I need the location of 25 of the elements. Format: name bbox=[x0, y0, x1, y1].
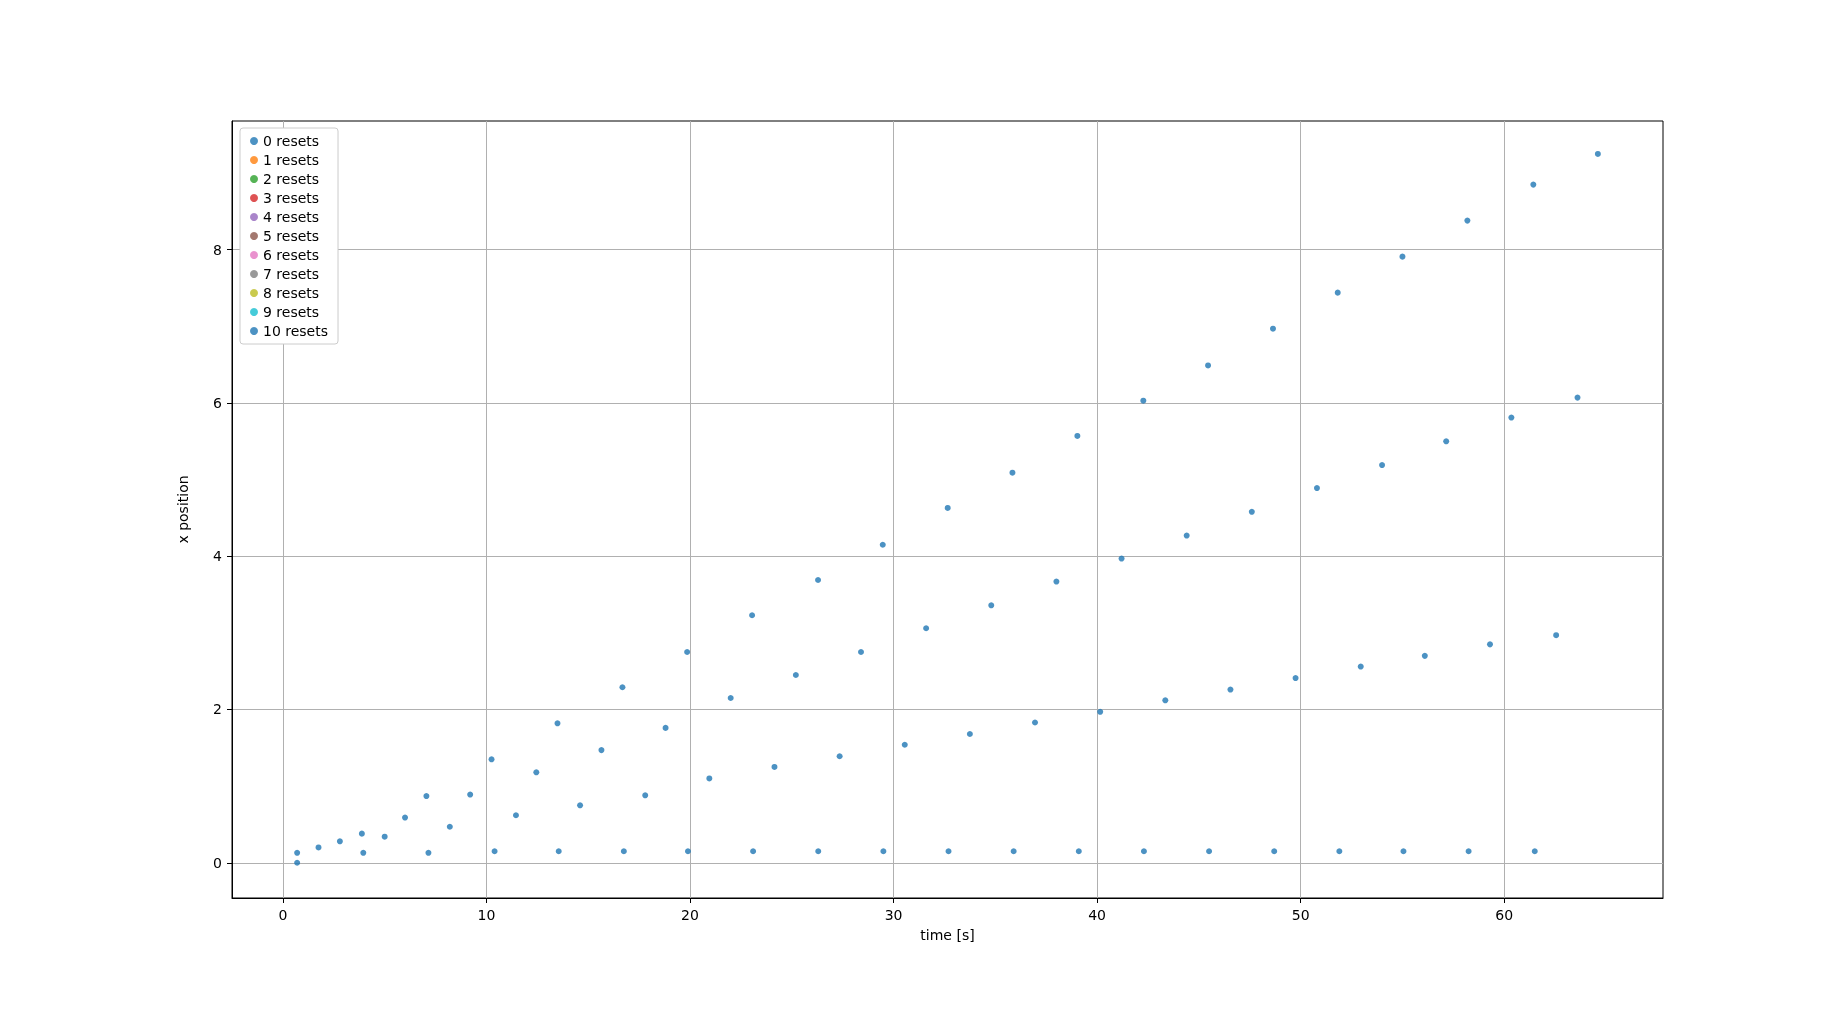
x-tick-label: 10 bbox=[477, 907, 496, 923]
legend-label: 9 resets bbox=[263, 304, 320, 320]
x-axis-title: time [s] bbox=[920, 927, 975, 943]
x-tick-label: 50 bbox=[1291, 907, 1310, 923]
legend-label: 0 resets bbox=[263, 133, 320, 149]
y-tick-label: 2 bbox=[213, 701, 222, 718]
x-tick-label: 60 bbox=[1495, 907, 1514, 923]
y-tick-label: 6 bbox=[213, 394, 223, 411]
y-tick-label: 8 bbox=[213, 241, 222, 258]
y-tick-label: 4 bbox=[213, 548, 223, 565]
legend-label: 1 resets bbox=[263, 152, 320, 168]
legend-label: 4 resets bbox=[263, 209, 320, 225]
legend-label: 5 resets bbox=[263, 228, 320, 244]
x-tick-label: 20 bbox=[681, 907, 699, 923]
x-tick-label: 30 bbox=[884, 907, 903, 923]
legend-label: 8 resets bbox=[263, 285, 320, 301]
legend-label: 6 resets bbox=[263, 247, 320, 263]
x-tick-label: 40 bbox=[1088, 907, 1107, 923]
legend-label: 7 resets bbox=[263, 266, 320, 282]
legend-label: 2 resets bbox=[263, 171, 320, 187]
legend-label: 10 resets bbox=[263, 323, 329, 339]
y-axis-title: x position bbox=[175, 475, 191, 544]
legend-label: 3 resets bbox=[263, 190, 320, 206]
x-tick-label: 0 bbox=[278, 907, 288, 923]
y-tick-label: 0 bbox=[213, 854, 222, 871]
